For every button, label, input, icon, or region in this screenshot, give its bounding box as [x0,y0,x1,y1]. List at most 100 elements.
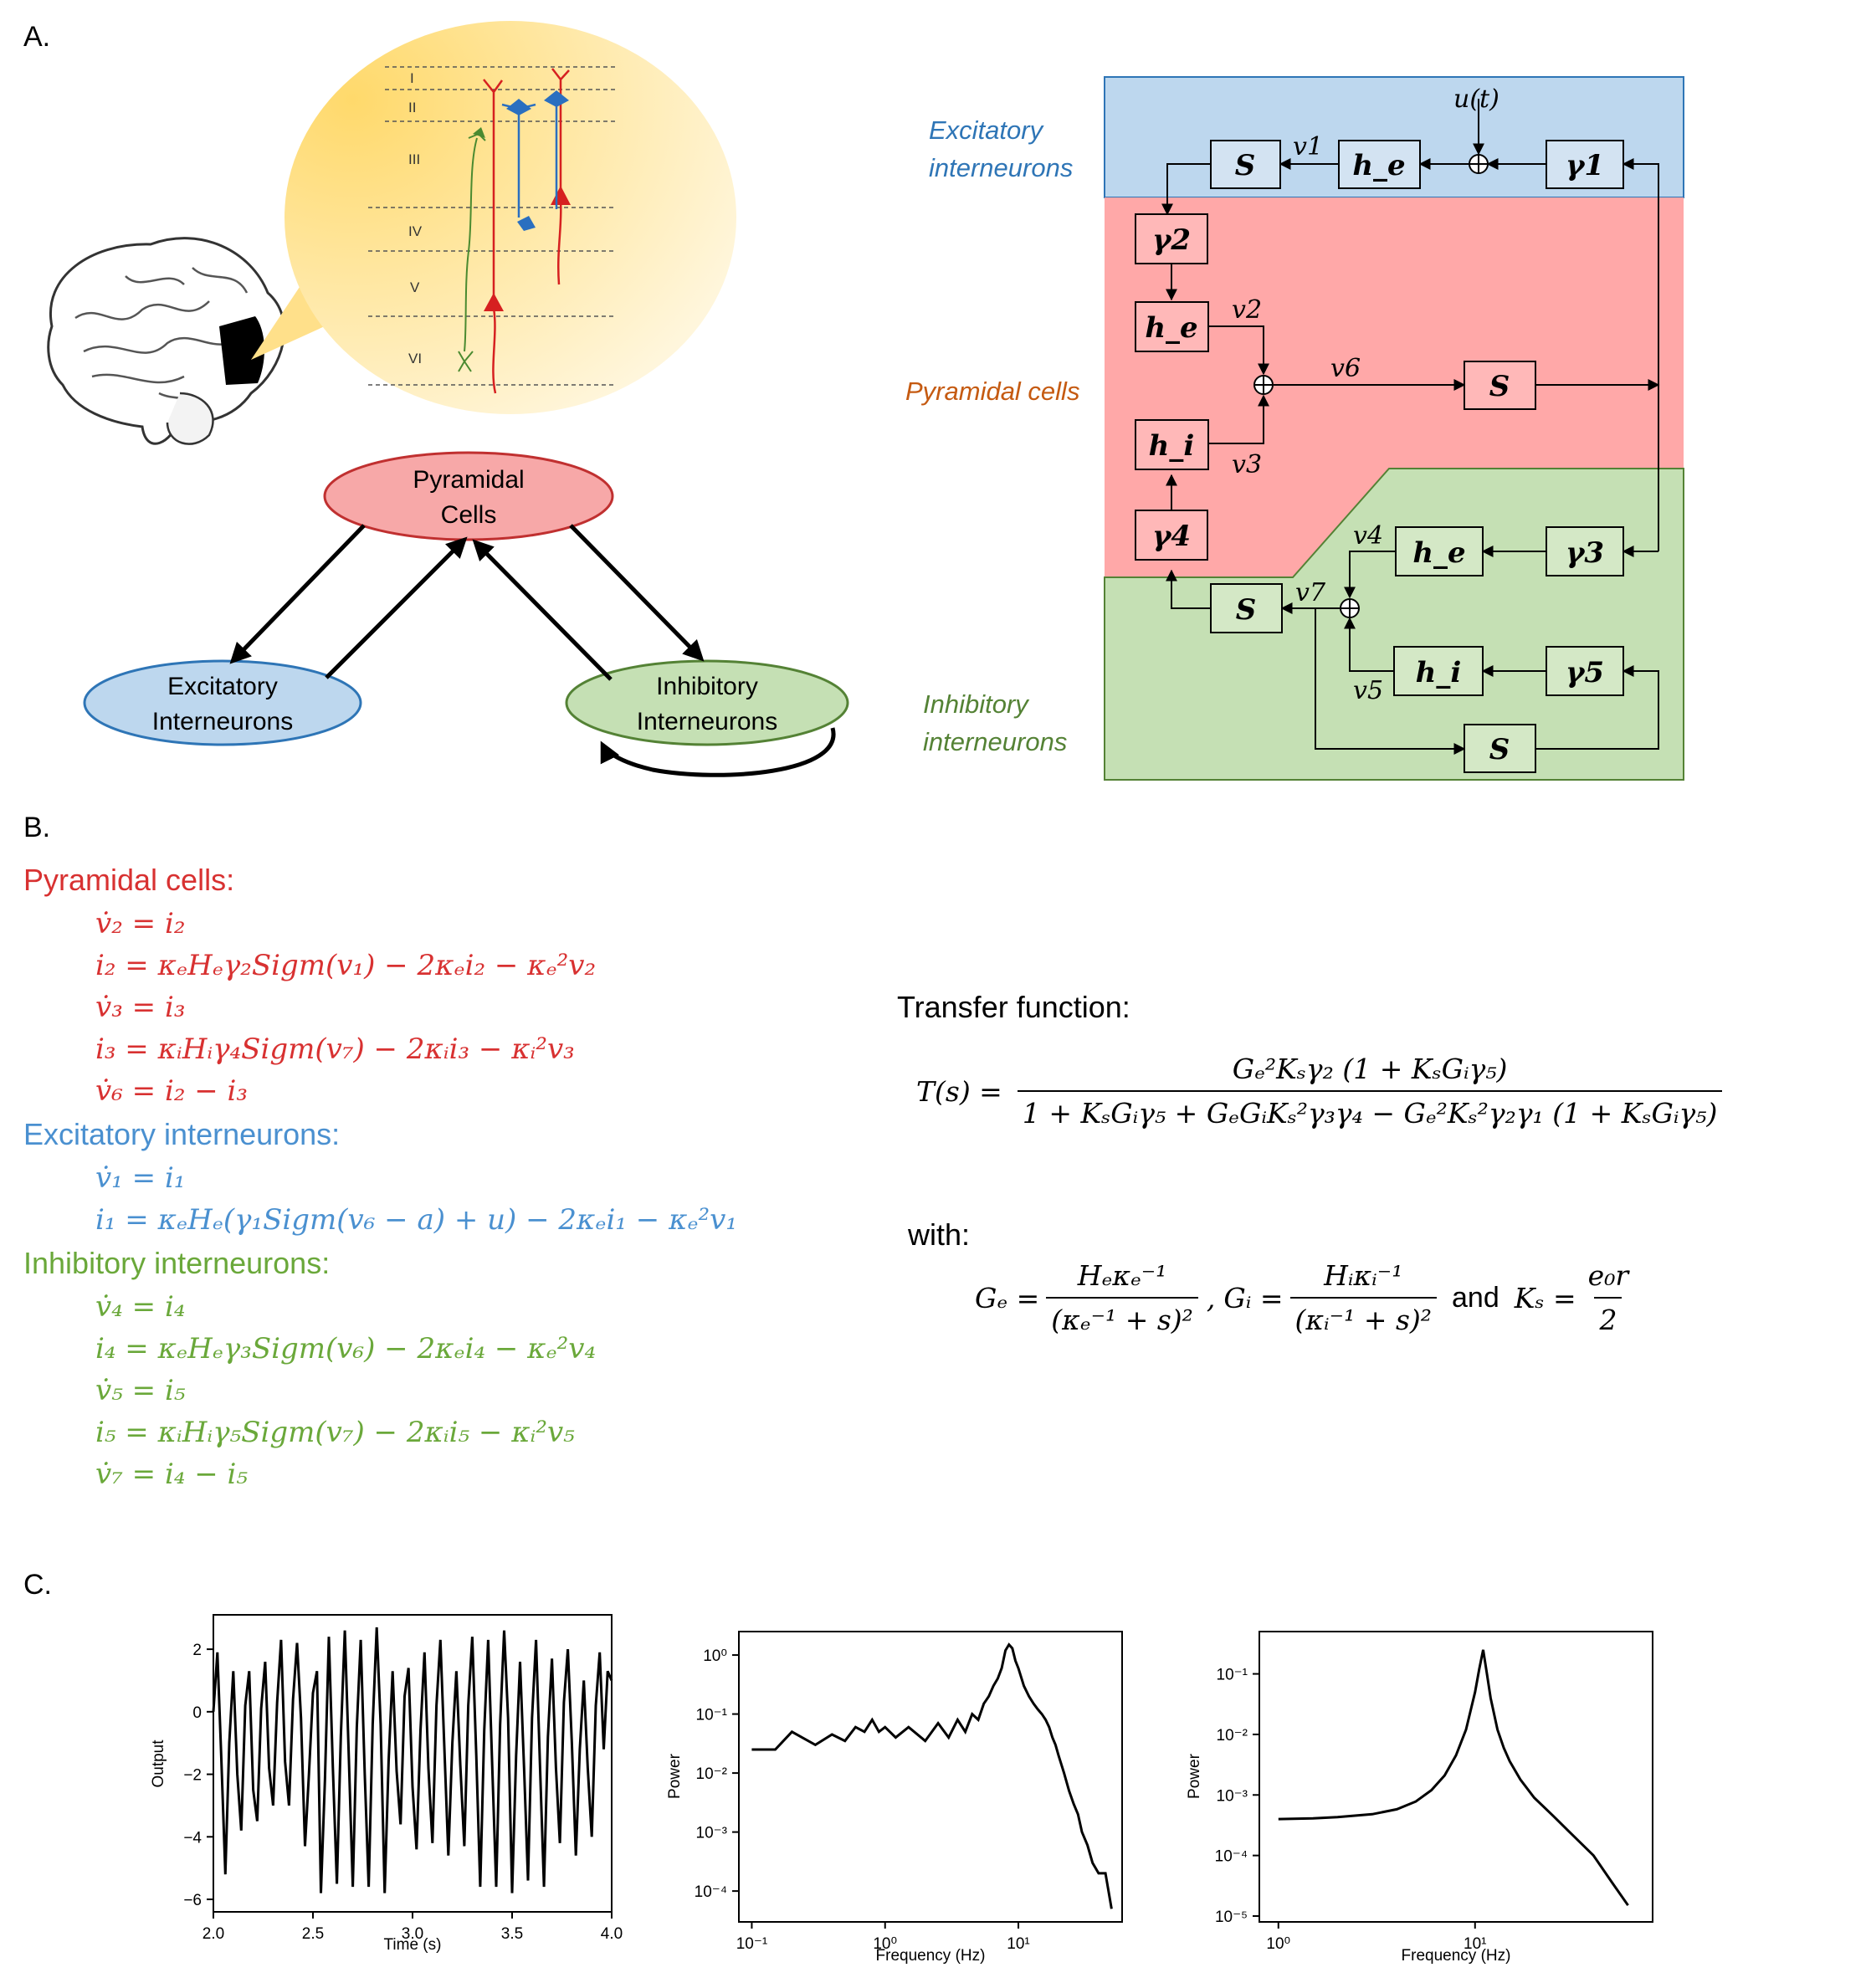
transfer-function-label: Transfer function: [897,990,1130,1024]
block-gamma4-label: γ4 [1152,520,1191,553]
panel-label-a: A. [23,21,50,53]
arrow-exc-to-pyr [325,536,468,679]
layer-label-1: I [410,70,414,86]
block-he2 [1135,301,1209,352]
block-hi2-label: h_i [1416,656,1462,689]
chart2-xtick-label: 10⁰ [873,1935,897,1953]
network-graph: Pyramidal Cells Excitatory Interneurons … [83,451,849,777]
inhibitory-header: Inhibitory interneurons: [23,1246,331,1280]
layer-label-2: II [408,100,416,115]
chart1-xtick-label: 3.5 [501,1925,523,1943]
chart3-frame [1259,1631,1653,1923]
pyramidal-region-label: Pyramidal cells [905,377,1079,406]
block-hi2 [1393,646,1484,696]
pyramidal-eq-1: v̇₂ = i₂ [95,907,186,940]
gi-numerator: Hᵢκᵢ⁻¹ [1324,1259,1403,1292]
layer-label-5: V [410,279,420,295]
block-gamma5 [1546,646,1624,696]
inhibitory-node-label-1: Inhibitory [656,673,758,700]
block-gamma2 [1135,213,1208,264]
block-he3-label: h_e [1412,536,1465,570]
block-gamma3 [1546,526,1624,576]
chart3-xlabel: Frequency (Hz) [1402,1947,1511,1965]
chart3-ytick-label: 10⁻² [1217,1727,1248,1745]
transfer-function-equation: T(s) = Gₑ²Kₛγ₂ (1 + KₛGᵢγ₅) 1 + KₛGᵢγ₅ +… [916,1053,1723,1130]
signal-v4: v4 [1353,521,1383,551]
transfer-lhs: T(s) = [916,1074,1002,1108]
inhibitory-eq-1: v̇₄ = i₄ [95,1290,186,1324]
block-gamma4 [1135,510,1208,561]
chart1-ylabel: Output [150,1740,167,1788]
arrow-pyr-to-exc [229,524,366,664]
pyramidal-eq-2: i₂ = κₑHₑγ₂Sigm(v₁) − 2κₑi₂ − κₑ²v₂ [95,949,597,982]
gi-fraction: Hᵢκᵢ⁻¹ (κᵢ⁻¹ + s)² [1289,1259,1438,1336]
pyramidal-node-label-1: Pyramidal [413,466,524,494]
chart3-ytick-label: 10⁻⁴ [1215,1848,1248,1866]
arrow-inh-to-pyr [472,539,613,681]
arrow-inh-self-loop [600,727,836,777]
chart1-xtick-label: 2.0 [202,1925,224,1943]
chart3-series-line [1278,1649,1629,1907]
block-hi1 [1135,419,1209,470]
chart2-frame [738,1631,1123,1923]
chart2-xtick-label: 10⁻¹ [736,1935,768,1953]
chart2-xlabel: Frequency (Hz) [876,1947,986,1965]
ge-denominator: (κₑ⁻¹ + s)² [1046,1297,1198,1336]
block-he2-label: h_e [1145,311,1197,345]
excitatory-region-label-2: interneurons [929,153,1073,182]
pyramidal-eq-5: v̇₆ = i₂ − i₃ [95,1074,249,1108]
inhibitory-node-label-2: Interneurons [637,708,777,735]
chart2-series-line [751,1642,1113,1909]
chart1-xtick-label: 3.0 [402,1925,423,1943]
pyramidal-region [1105,197,1684,577]
chart3-xtick-label: 10⁰ [1266,1935,1290,1953]
inhibitory-eq-4: i₅ = κᵢHᵢγ₅Sigm(v₇) − 2κᵢi₅ − κᵢ²v₅ [95,1416,575,1449]
inhibitory-eq-2: i₄ = κₑHₑγ₃Sigm(v₆) − 2κₑi₄ − κₑ²v₄ [95,1332,597,1365]
signal-v7: v7 [1295,578,1326,607]
inhibitory-region [1104,468,1684,781]
ks-lhs: Kₛ = [1514,1281,1576,1314]
pyramidal-node-label-2: Cells [441,501,497,529]
with-label: with: [908,1217,971,1252]
block-s2-label: S [1489,370,1510,403]
block-s2 [1464,361,1536,410]
signal-v6: v6 [1330,354,1361,383]
transfer-denominator: 1 + KₛGᵢγ₅ + GₑGᵢKₛ²γ₃γ₄ − Gₑ²Kₛ²γ₂γ₁ (1… [1017,1090,1723,1130]
gi-denominator: (κᵢ⁻¹ + s)² [1289,1297,1438,1336]
signal-v3: v3 [1232,450,1262,479]
chart-power-spectrum: 10⁻¹ 10⁰ 10¹ 10⁰ 10⁻¹ 10⁻² 10⁻³ 10⁻⁴ Frequency… [666,1631,1123,1965]
block-s3 [1210,583,1283,633]
inhibitory-eq-5: v̇₇ = i₄ − i₅ [95,1458,249,1491]
gi-lhs: Gᵢ = [1223,1281,1284,1314]
transfer-fraction: Gₑ²Kₛγ₂ (1 + KₛGᵢγ₅) 1 + KₛGᵢγ₅ + GₑGᵢKₛ… [1017,1053,1723,1130]
chart1-ytick-label: 0 [192,1704,202,1722]
ge-lhs: Gₑ = [975,1281,1040,1314]
brain-illustration [47,237,286,445]
chart3-ytick-label: 10⁻³ [1217,1787,1248,1805]
block-s4-label: S [1489,733,1510,766]
chart2-ytick-label: 10⁻² [696,1765,728,1783]
block-gamma3-label: γ3 [1566,536,1604,570]
chart1-series-line [212,1627,613,1893]
chart3-ytick-label: 10⁻⁵ [1215,1909,1248,1926]
excitatory-node-label-2: Interneurons [152,708,293,735]
chart1-xlabel: Time (s) [384,1936,442,1954]
excitatory-eq-2: i₁ = κₑHₑ(γ₁Sigm(v₆ − a) + u) − 2κₑi₁ − … [95,1203,738,1237]
excitatory-node [83,659,362,746]
chart2-ytick-label: 10⁰ [703,1647,727,1665]
ks-fraction: e₀r 2 [1583,1259,1634,1336]
ks-numerator: e₀r [1587,1259,1629,1292]
chart1-xtick-label: 2.5 [302,1925,324,1943]
block-s4 [1464,724,1536,773]
block-gamma2-label: γ2 [1152,223,1191,257]
block-he1-label: h_e [1352,149,1405,182]
cortex-bubble: I II III IV V VI [251,21,736,414]
chart-transfer-spectrum: 10⁰ 10¹ 10⁻¹ 10⁻² 10⁻³ 10⁻⁴ 10⁻⁵ Frequency (H… [1186,1631,1653,1965]
input-label: u(t) [1453,85,1499,114]
pyramidal-eq-3: v̇₃ = i₃ [95,991,186,1024]
pyramidal-eq-4: i₃ = κᵢHᵢγ₄Sigm(v₇) − 2κᵢi₃ − κᵢ²v₃ [95,1032,575,1066]
excitatory-node-label-1: Excitatory [167,673,278,700]
block-he1 [1338,140,1421,189]
pyramidal-node [323,451,614,541]
chart3-xtick-label: 10¹ [1464,1935,1486,1953]
